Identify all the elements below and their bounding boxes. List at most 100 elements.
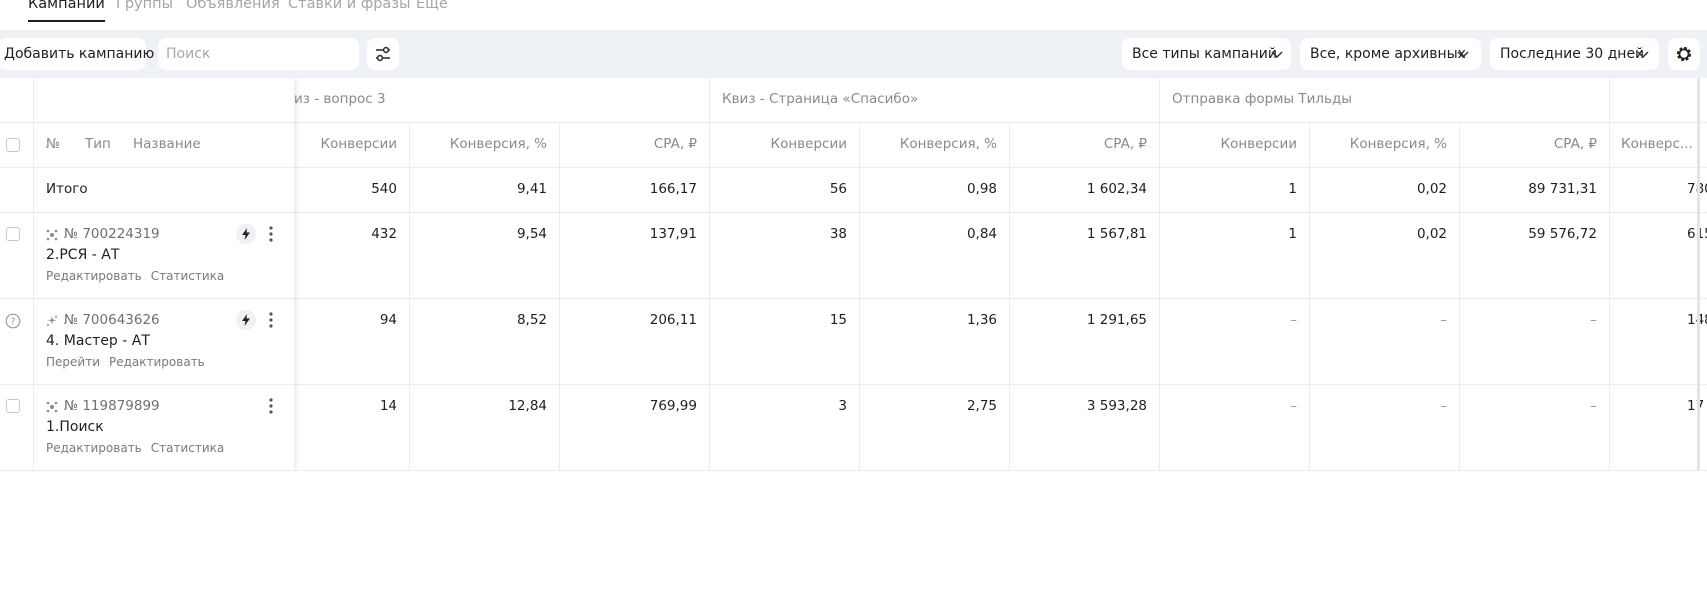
table-cell: 137,91 — [649, 226, 697, 242]
total-cell: 0,98 — [966, 181, 997, 197]
column-header-name[interactable]: Название — [133, 136, 201, 152]
row-checkbox[interactable] — [6, 227, 20, 241]
column-header[interactable]: Конверсия, % — [449, 136, 547, 152]
vertical-scrollbar[interactable] — [1697, 78, 1700, 470]
tab-more[interactable]: Ещё — [416, 0, 448, 12]
campaign-id: № 700643626 — [64, 312, 160, 328]
column-header[interactable]: Конверс... — [1621, 136, 1693, 152]
table-cell: – — [1290, 312, 1297, 328]
svg-text:?: ? — [10, 317, 15, 328]
table-cell: – — [1590, 398, 1597, 414]
tab-bids-phrases[interactable]: Ставки и фразы — [288, 0, 411, 12]
edit-link[interactable]: Редактировать — [46, 441, 142, 455]
filter-settings-button[interactable] — [367, 38, 399, 70]
campaign-id: № 119879899 — [64, 398, 160, 414]
campaign-type-dropdown[interactable]: Все типы кампаний — [1122, 38, 1291, 70]
group-header: Квиз - Страница «Спасибо» — [722, 91, 919, 107]
campaign-status-dropdown[interactable]: Все, кроме архивных — [1300, 38, 1481, 70]
column-header-type[interactable]: Тип — [85, 136, 111, 152]
column-header[interactable]: Конверсии — [320, 136, 397, 152]
total-cell: 56 — [829, 181, 847, 197]
campaigns-table: из - вопрос 3 Квиз - Страница «Спасибо» … — [0, 78, 1707, 599]
campaign-name[interactable]: 2.РСЯ - АТ — [46, 247, 120, 263]
total-cell: 166,17 — [649, 181, 697, 197]
settings-button[interactable] — [1668, 38, 1700, 70]
campaign-name[interactable]: 4. Мастер - АТ — [46, 333, 150, 349]
table-cell: 59 576,72 — [1528, 226, 1597, 242]
column-header[interactable]: CPA, ₽ — [1553, 136, 1597, 152]
table-cell: 2,75 — [966, 398, 997, 414]
table-cell: 1,36 — [966, 312, 997, 328]
table-cell: 1 567,81 — [1086, 226, 1147, 242]
tab-ads[interactable]: Объявления — [186, 0, 280, 12]
table-cell: 8,52 — [516, 312, 547, 328]
group-header: из - вопрос 3 — [294, 91, 386, 107]
table-cell: 14 — [379, 398, 397, 414]
table-cell: 432 — [371, 226, 397, 242]
network-campaign-icon — [46, 229, 58, 241]
statistics-link[interactable]: Статистика — [150, 269, 225, 283]
total-cell: 0,02 — [1416, 181, 1447, 197]
total-label: Итого — [46, 181, 88, 197]
campaign-name-column: № Тип Название Итого № 700224319 2.РСЯ -… — [0, 78, 294, 471]
total-cell: 1 — [1288, 181, 1297, 197]
go-link[interactable]: Перейти — [46, 355, 100, 369]
edit-link[interactable]: Редактировать — [46, 269, 142, 283]
table-cell: 1 — [1288, 226, 1297, 242]
search-input[interactable] — [158, 38, 359, 70]
lightning-icon — [242, 314, 250, 326]
chevron-down-icon — [1271, 51, 1283, 59]
master-campaign-icon — [47, 315, 57, 326]
table-cell: – — [1440, 312, 1447, 328]
table-cell: 3 — [838, 398, 847, 414]
total-cell: 1 602,34 — [1086, 181, 1147, 197]
total-cell: 89 731,31 — [1528, 181, 1597, 197]
table-cell: 38 — [829, 226, 847, 242]
more-vertical-icon[interactable] — [266, 396, 276, 416]
column-header[interactable]: Конверсии — [1220, 136, 1297, 152]
add-campaign-button[interactable]: Добавить кампанию — [0, 38, 154, 70]
network-campaign-icon — [46, 401, 58, 413]
period-value: Последние 30 дней — [1500, 46, 1645, 62]
campaign-name[interactable]: 1.Поиск — [46, 419, 104, 435]
campaign-id: № 700224319 — [64, 226, 160, 242]
lightning-icon — [242, 228, 250, 240]
table-cell: 0,02 — [1416, 226, 1447, 242]
campaign-links: Перейти Редактировать — [46, 355, 214, 369]
column-header-number[interactable]: № — [46, 136, 61, 152]
column-header[interactable]: Конверсии — [770, 136, 847, 152]
autotargeting-badge[interactable] — [236, 310, 256, 330]
tab-campaigns[interactable]: Кампании — [28, 0, 105, 22]
group-header: Отправка формы Тильды — [1172, 91, 1352, 107]
sliders-icon — [376, 46, 390, 62]
table-cell: – — [1290, 398, 1297, 414]
table-cell: 9,54 — [516, 226, 547, 242]
table-cell: 1 291,65 — [1086, 312, 1147, 328]
more-vertical-icon[interactable] — [266, 224, 276, 244]
campaign-links: Редактировать Статистика — [46, 269, 233, 283]
tab-groups[interactable]: Группы — [116, 0, 174, 12]
edit-link[interactable]: Редактировать — [109, 355, 205, 369]
help-circle-icon[interactable]: ? — [5, 313, 21, 329]
select-all-checkbox[interactable] — [6, 138, 20, 152]
toolbar: Добавить кампанию Все типы кампаний Все,… — [0, 30, 1707, 78]
table-cell: 15 — [829, 312, 847, 328]
autotargeting-badge[interactable] — [236, 224, 256, 244]
total-cell: 9,41 — [516, 181, 547, 197]
period-dropdown[interactable]: Последние 30 дней — [1490, 38, 1659, 70]
table-cell: 94 — [379, 312, 397, 328]
column-header[interactable]: CPA, ₽ — [653, 136, 697, 152]
table-cell: – — [1590, 312, 1597, 328]
statistics-link[interactable]: Статистика — [150, 441, 225, 455]
row-checkbox[interactable] — [6, 399, 20, 413]
table-cell: – — [1440, 398, 1447, 414]
column-header[interactable]: Конверсия, % — [1349, 136, 1447, 152]
campaign-type-value: Все типы кампаний — [1132, 46, 1277, 62]
column-header[interactable]: Конверсия, % — [899, 136, 997, 152]
campaign-links: Редактировать Статистика — [46, 441, 233, 455]
table-cell: 17 — [1687, 398, 1705, 414]
column-header[interactable]: CPA, ₽ — [1103, 136, 1147, 152]
chevron-down-icon — [1637, 51, 1649, 59]
more-vertical-icon[interactable] — [266, 310, 276, 330]
table-cell: 3 593,28 — [1086, 398, 1147, 414]
